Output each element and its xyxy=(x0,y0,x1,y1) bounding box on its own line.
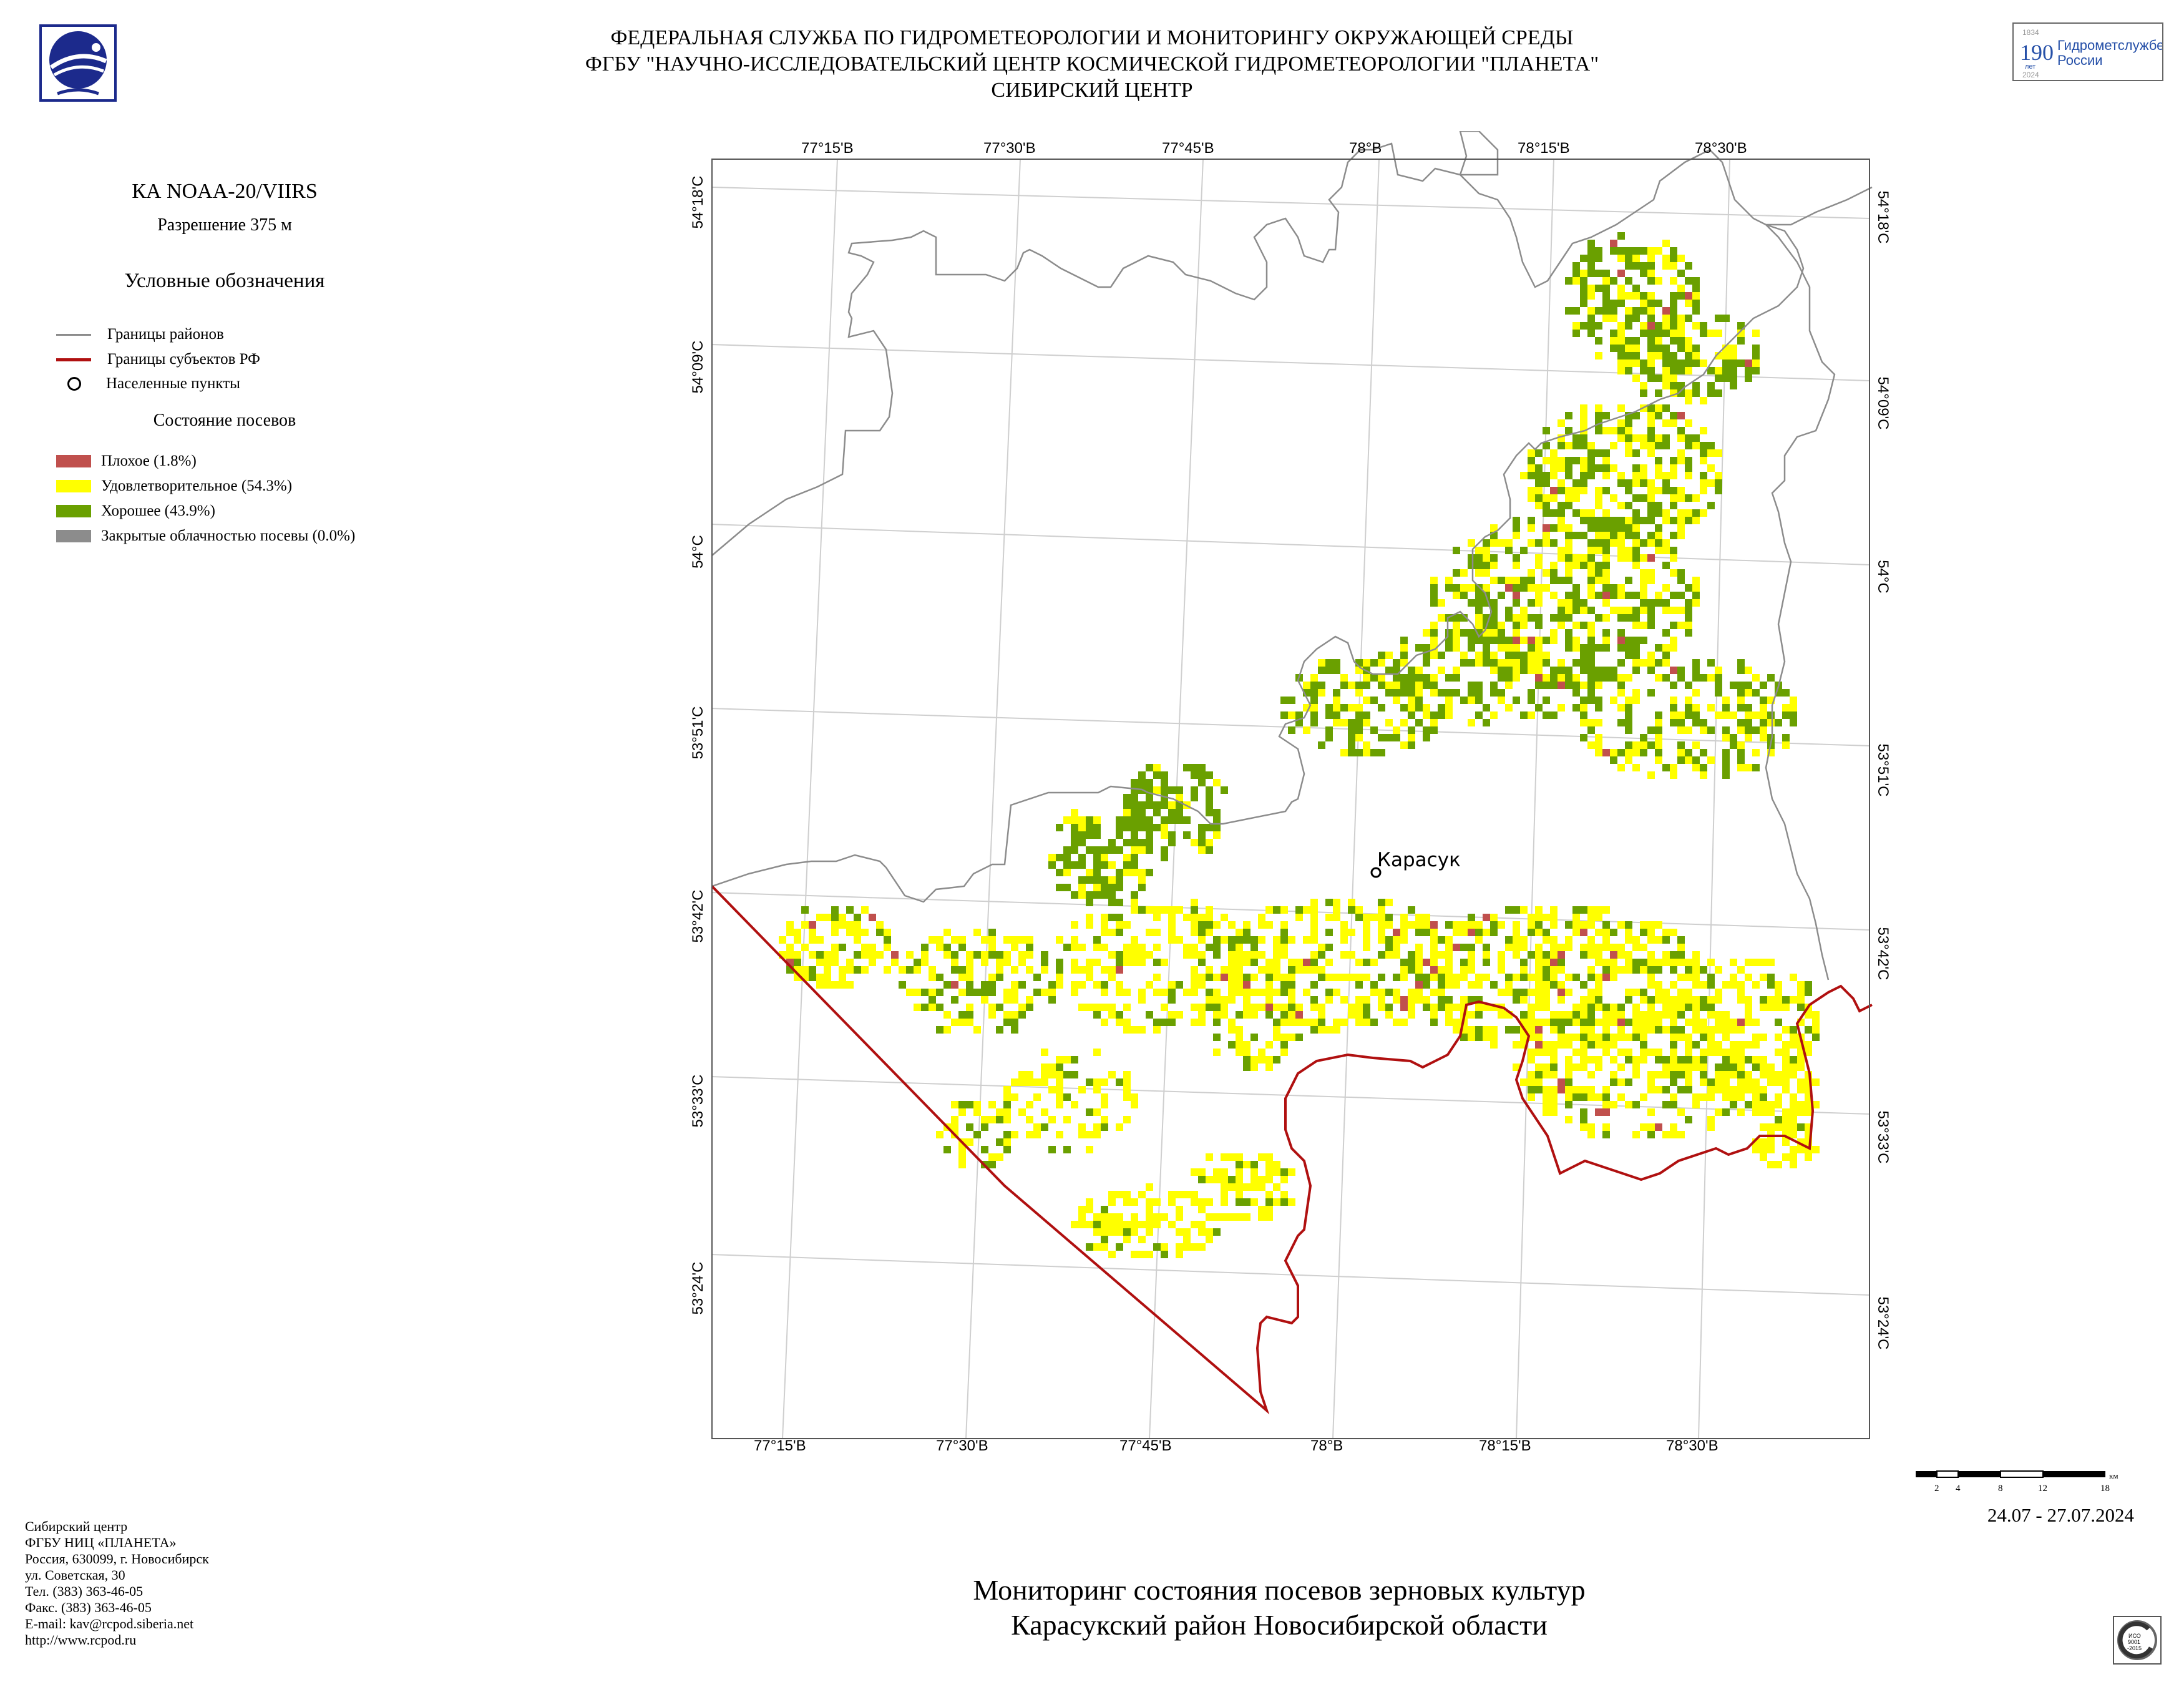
legend-class-poor: Плохое (1.8%) xyxy=(56,452,197,470)
bottom-tick: 77°45'В xyxy=(1119,1437,1172,1454)
footer-line: Тел. (383) 363-46-05 xyxy=(25,1583,144,1599)
region-border xyxy=(711,885,1873,1415)
right-tick: 53°24'С xyxy=(1874,1296,1891,1350)
date-range: 24.07 - 27.07.2024 xyxy=(1987,1504,2134,1526)
footer-contacts: Сибирский центр ФГБУ НИЦ «ПЛАНЕТА» Росси… xyxy=(25,1518,209,1648)
scale-label: 4 xyxy=(1956,1484,1961,1494)
header-line3: СИБИРСКИЙ ЦЕНТР xyxy=(991,79,1193,102)
footer-website[interactable]: http://www.rcpod.ru xyxy=(25,1632,137,1648)
anniversary-years-bottom: 2024 xyxy=(2022,71,2039,79)
scale-label: 8 xyxy=(1998,1484,2003,1494)
crop-fields xyxy=(779,232,1820,1258)
scale-label: 18 xyxy=(2100,1484,2110,1494)
legend-class-label: Удовлетворительное (54.3%) xyxy=(101,477,293,494)
footer-line: Россия, 630099, г. Новосибирск xyxy=(25,1551,209,1567)
iso-text: ИСО xyxy=(2128,1633,2141,1639)
footer-line: Факс. (383) 363-46-05 xyxy=(25,1600,152,1615)
legend-class-label: Хорошее (43.9%) xyxy=(101,502,215,519)
agency-logo xyxy=(39,24,117,102)
scale-bar: 2 4 8 12 18 км xyxy=(1909,1470,2134,1500)
map: Карасук xyxy=(686,131,1922,1460)
legend-district-borders-label: Границы районов xyxy=(107,326,224,343)
legend-region-borders: Границы субъектов РФ xyxy=(56,351,260,368)
legend-settlements-label: Населенные пункты xyxy=(106,375,240,392)
legend-class-good: Хорошее (43.9%) xyxy=(56,502,215,520)
crop-state-title: Состояние посевов xyxy=(153,411,296,430)
settlement-symbol xyxy=(67,377,81,391)
legend-class-label: Плохое (1.8%) xyxy=(101,452,197,469)
anniversary-text1: Гидрометслужбе xyxy=(2057,37,2162,53)
left-tick: 54°09'С xyxy=(690,340,706,394)
scale-label: 12 xyxy=(2038,1484,2047,1494)
class-swatch xyxy=(56,480,91,492)
class-swatch xyxy=(56,530,91,542)
bottom-tick: 78°30'В xyxy=(1666,1437,1718,1454)
footer-line: ул. Советская, 30 xyxy=(25,1567,125,1583)
class-swatch xyxy=(56,505,91,517)
region-border-symbol xyxy=(56,358,91,361)
anniversary-unit: лет xyxy=(2025,63,2035,71)
iso-text: 9001 xyxy=(2128,1639,2140,1645)
right-tick: 53°51'С xyxy=(1874,743,1891,797)
left-tick: 54°18'С xyxy=(690,175,706,229)
main-title-line2: Карасукский район Новосибирской области xyxy=(1011,1609,1548,1641)
bottom-tick: 78°В xyxy=(1310,1437,1343,1454)
right-tick: 53°42'С xyxy=(1874,927,1891,980)
anniversary-logo: 1834 190 лет 2024 Гидрометслужбе России xyxy=(2012,22,2163,81)
top-tick: 78°15'В xyxy=(1518,140,1570,157)
main-title: Мониторинг состояния посевов зерновых ку… xyxy=(811,1573,1747,1643)
legend-class-satisfactory: Удовлетворительное (54.3%) xyxy=(56,477,292,495)
footer-email[interactable]: E-mail: kav@rcpod.siberia.net xyxy=(25,1616,194,1631)
legend-class-label: Закрытые облачностью посевы (0.0%) xyxy=(101,527,356,544)
resolution-label: Разрешение 375 м xyxy=(157,215,292,235)
satellite-label: КА NOAA-20/VIIRS xyxy=(132,180,318,203)
right-tick: 54°С xyxy=(1874,560,1891,594)
footer-line: Сибирский центр xyxy=(25,1518,128,1534)
top-tick: 78°30'В xyxy=(1695,140,1747,157)
top-tick: 77°45'В xyxy=(1162,140,1214,157)
left-tick: 53°42'С xyxy=(690,889,706,943)
header-line2: ФГБУ "НАУЧНО-ИССЛЕДОВАТЕЛЬСКИЙ ЦЕНТР КОС… xyxy=(585,52,1599,76)
legend-title: Условные обозначения xyxy=(124,270,325,292)
town-label: Карасук xyxy=(1377,849,1461,871)
right-tick: 53°33'С xyxy=(1874,1110,1891,1164)
left-tick: 53°33'С xyxy=(690,1074,706,1128)
right-tick: 54°18'С xyxy=(1874,190,1891,244)
top-tick: 78°В xyxy=(1349,140,1382,157)
right-tick: 54°09'С xyxy=(1874,376,1891,430)
left-tick: 54°С xyxy=(690,535,706,569)
header: ФЕДЕРАЛЬНАЯ СЛУЖБА ПО ГИДРОМЕТЕОРОЛОГИИ … xyxy=(437,25,1747,104)
bottom-tick: 77°30'В xyxy=(936,1437,988,1454)
legend-settlements: Населенные пункты xyxy=(56,375,240,393)
iso-text: -2015 xyxy=(2127,1645,2142,1651)
scale-label: 2 xyxy=(1934,1484,1939,1494)
header-line1: ФЕДЕРАЛЬНАЯ СЛУЖБА ПО ГИДРОМЕТЕОРОЛОГИИ … xyxy=(610,26,1574,49)
map-frame xyxy=(711,159,1870,1439)
footer-line: ФГБУ НИЦ «ПЛАНЕТА» xyxy=(25,1535,177,1550)
class-swatch xyxy=(56,455,91,467)
karasuk-marker xyxy=(1370,867,1382,878)
bottom-tick: 78°15'В xyxy=(1479,1437,1531,1454)
bottom-tick: 77°15'В xyxy=(754,1437,806,1454)
main-title-line1: Мониторинг состояния посевов зерновых ку… xyxy=(973,1574,1586,1606)
left-tick: 53°24'С xyxy=(690,1261,706,1315)
legend-region-borders-label: Границы субъектов РФ xyxy=(107,351,260,368)
left-tick: 53°51'С xyxy=(690,706,706,760)
district-border xyxy=(1765,224,1836,980)
anniversary-number: 190 xyxy=(2020,40,2054,65)
legend-district-borders: Границы районов xyxy=(56,326,224,343)
top-tick: 77°30'В xyxy=(983,140,1036,157)
legend-class-cloud: Закрытые облачностью посевы (0.0%) xyxy=(56,527,355,545)
district-border xyxy=(711,131,1873,556)
iso-badge: ИСО 9001 -2015 xyxy=(2112,1615,2162,1665)
anniversary-years-top: 1834 xyxy=(2022,28,2039,37)
anniversary-text2: России xyxy=(2057,52,2103,68)
district-border-symbol xyxy=(56,333,91,336)
top-tick: 77°15'В xyxy=(801,140,854,157)
scale-unit: км xyxy=(2109,1471,2118,1480)
district-border xyxy=(711,223,1805,903)
